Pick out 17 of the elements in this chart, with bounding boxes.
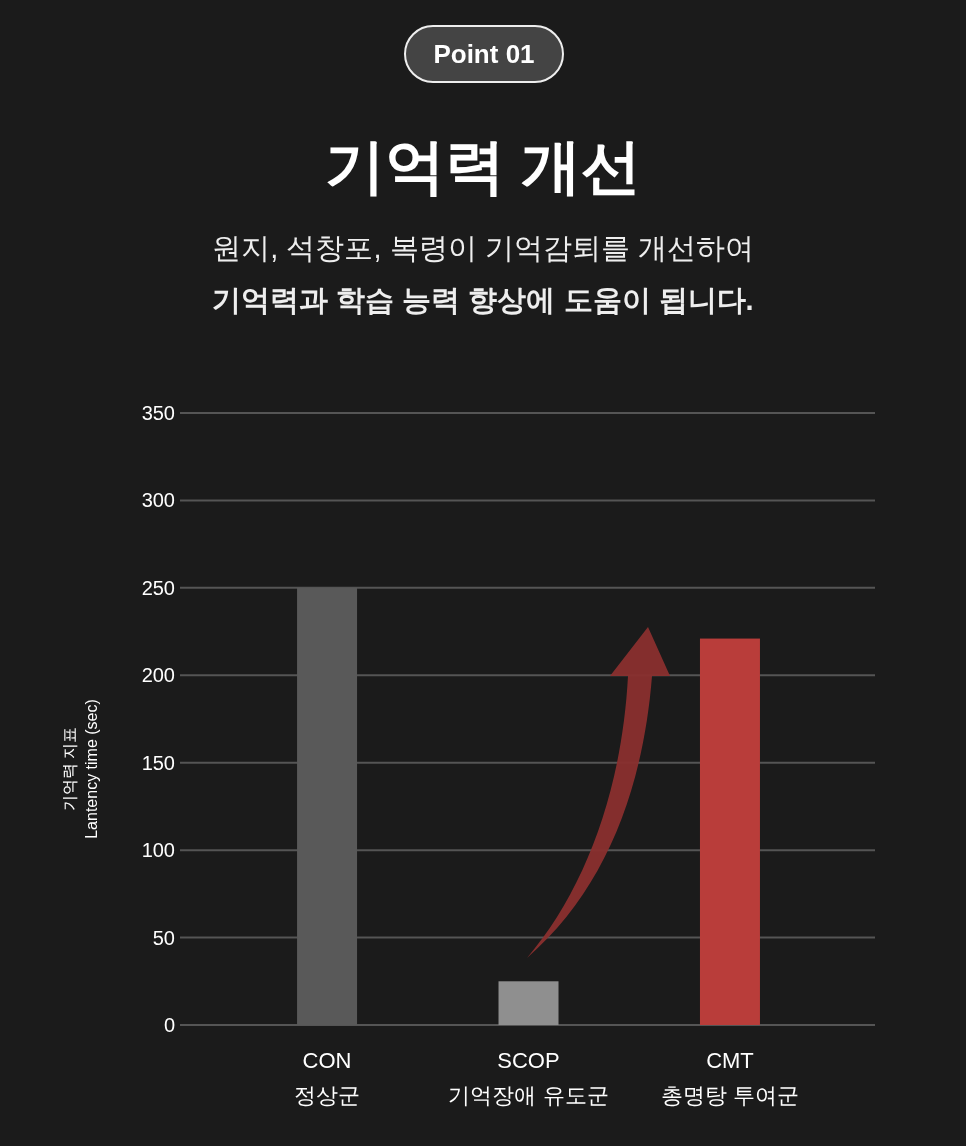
- y-axis-title: 기억력 지표 Lantency time (sec): [61, 699, 100, 839]
- y-tick-label: 50: [152, 926, 175, 949]
- y-tick-label: 300: [141, 489, 175, 512]
- y-tick-label: 350: [141, 402, 175, 424]
- x-tick-label: SCOP 기억장애 유도군: [448, 1048, 609, 1108]
- y-tick-label: 250: [141, 576, 175, 599]
- y-tick-label: 0: [163, 1014, 175, 1036]
- y-tick-label: 150: [141, 751, 175, 774]
- chart-title: 기억력 개선: [324, 133, 642, 200]
- x-tick-label: CMT 총명탕 투여군: [660, 1048, 800, 1108]
- x-tick-label: CON 정상군: [294, 1048, 361, 1108]
- bar: [498, 981, 559, 1025]
- y-tick-label: 200: [141, 664, 175, 687]
- chart-subtitle: 원지, 석창포, 복령이 기억감퇴를 개선하여 기억력과 학습 능력 향상에 도움이 됩니다.: [212, 232, 754, 316]
- bar: [699, 638, 760, 1025]
- annotation: Point 01: [404, 25, 564, 83]
- y-tick-label: 100: [141, 839, 175, 862]
